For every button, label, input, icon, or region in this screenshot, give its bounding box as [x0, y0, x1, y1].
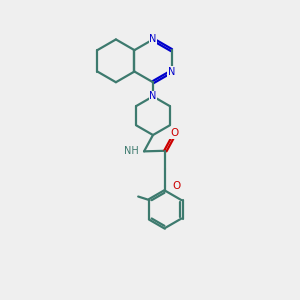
- Text: N: N: [149, 34, 157, 44]
- Text: O: O: [170, 128, 178, 138]
- Text: N: N: [168, 67, 175, 76]
- Text: O: O: [172, 181, 180, 190]
- Text: NH: NH: [124, 146, 139, 156]
- Text: N: N: [149, 92, 157, 101]
